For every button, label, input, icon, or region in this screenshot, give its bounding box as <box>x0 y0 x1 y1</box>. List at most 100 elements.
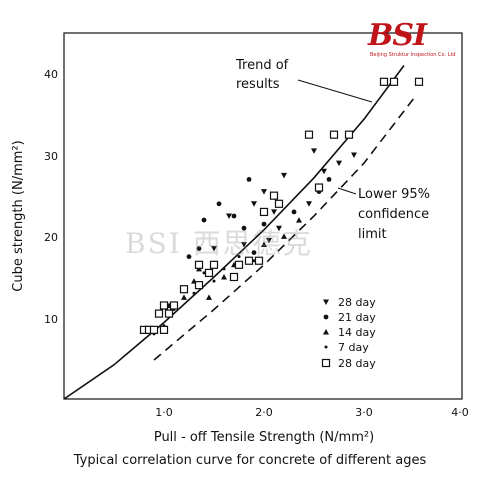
data-point-28-day-square <box>274 199 284 208</box>
legend-label: 28 day <box>338 296 376 309</box>
lower-confidence-line <box>153 97 415 361</box>
data-point-28-day-square <box>229 272 239 282</box>
data-point-28-day <box>261 189 267 195</box>
logo-subtext: Beijing Struktur Inspection Co. Ltd <box>370 52 456 58</box>
lower-limit-annotation-line3: limit <box>358 227 387 242</box>
data-point-28-day-square <box>204 268 214 278</box>
trend-annotation-line2: results <box>236 77 280 92</box>
data-point-7-day <box>212 279 216 283</box>
legend-label: 14 day <box>338 326 376 339</box>
x-axis-label: Pull - off Tensile Strength (N/mm²) <box>154 430 374 445</box>
data-point-28-day-square <box>379 77 389 86</box>
data-point-21-day <box>241 225 247 231</box>
data-point-28-day-square <box>244 256 254 265</box>
data-point-21-day <box>186 254 192 260</box>
data-point-28-day <box>311 148 317 154</box>
y-axis-label: Cube strength (N/mm²) <box>11 140 26 291</box>
data-point-7-day <box>237 255 241 259</box>
data-point-28-day-square <box>159 325 169 334</box>
data-point-21-day <box>196 246 202 251</box>
lower-limit-annotation-line1: Lower 95% <box>358 187 430 202</box>
data-point-28-day-square <box>194 281 204 290</box>
data-point-21-day <box>291 209 297 215</box>
data-point-28-day-square <box>209 260 219 269</box>
data-point-28-day-square <box>314 183 324 192</box>
data-point-21-day <box>201 217 207 223</box>
data-point-21-day <box>261 221 267 227</box>
legend-markers <box>321 299 331 368</box>
data-point-28-day-square <box>344 130 354 139</box>
data-point-28-day-square <box>149 325 159 334</box>
data-point-14-day <box>281 233 287 239</box>
legend-marker <box>323 329 329 335</box>
data-point-7-day <box>192 291 196 295</box>
x-tick-label: 4·0 <box>451 406 469 419</box>
data-point-28-day <box>251 201 257 207</box>
data-point-21-day <box>251 250 257 256</box>
data-point-28-day <box>281 172 287 179</box>
trend-annotation-leader <box>297 79 373 103</box>
trend-annotation-line1: Trend of <box>235 58 289 73</box>
data-point-7-day <box>202 271 206 275</box>
logo-text: BSI <box>368 18 427 53</box>
data-point-21-day <box>231 213 237 219</box>
data-point-28-day <box>321 168 327 175</box>
legend-marker <box>324 345 328 349</box>
data-point-21-day <box>246 177 252 182</box>
data-point-14-day <box>296 217 302 223</box>
data-point-28-day <box>266 237 272 244</box>
data-point-28-day-square <box>329 130 339 139</box>
data-point-28-day <box>211 246 217 252</box>
data-point-28-day-square <box>154 309 164 318</box>
data-point-28-day-square <box>164 309 174 318</box>
y-tick-label: 40 <box>44 68 58 81</box>
data-point-28-day-square <box>414 77 424 86</box>
figure-caption: Typical correlation curve for concrete o… <box>73 453 427 468</box>
lines-layer <box>63 65 415 400</box>
plot-frame <box>63 32 463 400</box>
data-point-28-day <box>271 209 277 215</box>
data-point-28-day <box>276 225 282 232</box>
bsi-logo: BSI Beijing Struktur Inspection Co. Ltd <box>368 18 468 62</box>
data-point-28-day-square <box>194 260 204 269</box>
data-point-28-day-square <box>254 256 264 265</box>
legend-marker <box>323 299 329 305</box>
data-point-28-day-square <box>234 260 244 269</box>
legend-marker <box>321 358 331 368</box>
data-point-7-day <box>222 267 226 271</box>
points-layer <box>139 77 424 336</box>
legend-label: 21 day <box>338 311 376 324</box>
x-tick-label: 3·0 <box>355 406 373 419</box>
data-point-28-day-square <box>389 77 399 86</box>
legend-label: 28 day <box>338 357 376 370</box>
data-point-14-day <box>261 241 267 247</box>
x-tick-label: 2·0 <box>255 406 273 419</box>
data-point-14-day <box>181 294 187 300</box>
data-point-28-day-square <box>259 207 269 217</box>
data-point-28-day-square <box>179 285 189 294</box>
legend-marker <box>323 314 329 320</box>
watermark: BSI 西思德克 <box>125 227 313 260</box>
data-point-28-day <box>336 160 342 167</box>
data-point-21-day <box>216 201 222 207</box>
legend: 28 day 21 day 14 day 7 day 28 day <box>338 296 376 370</box>
y-tick-label: 20 <box>44 231 58 244</box>
lower-limit-annotation-line2: confidence <box>358 207 429 222</box>
data-point-14-day <box>221 274 227 280</box>
data-point-28-day-square <box>304 130 314 139</box>
data-point-28-day <box>351 152 357 158</box>
data-point-28-day <box>306 201 312 207</box>
y-tick-label: 30 <box>44 150 58 163</box>
data-point-14-day <box>206 294 212 300</box>
data-point-28-day-square <box>269 191 279 200</box>
data-point-28-day <box>226 213 232 219</box>
data-point-21-day <box>326 177 332 182</box>
trend-line <box>63 65 405 400</box>
legend-label: 7 day <box>338 341 369 354</box>
y-tick-label: 10 <box>44 313 58 326</box>
data-point-7-day <box>252 259 256 263</box>
data-point-28-day <box>241 241 247 248</box>
data-point-28-day-square <box>169 301 179 310</box>
x-tick-label: 1·0 <box>155 406 173 419</box>
